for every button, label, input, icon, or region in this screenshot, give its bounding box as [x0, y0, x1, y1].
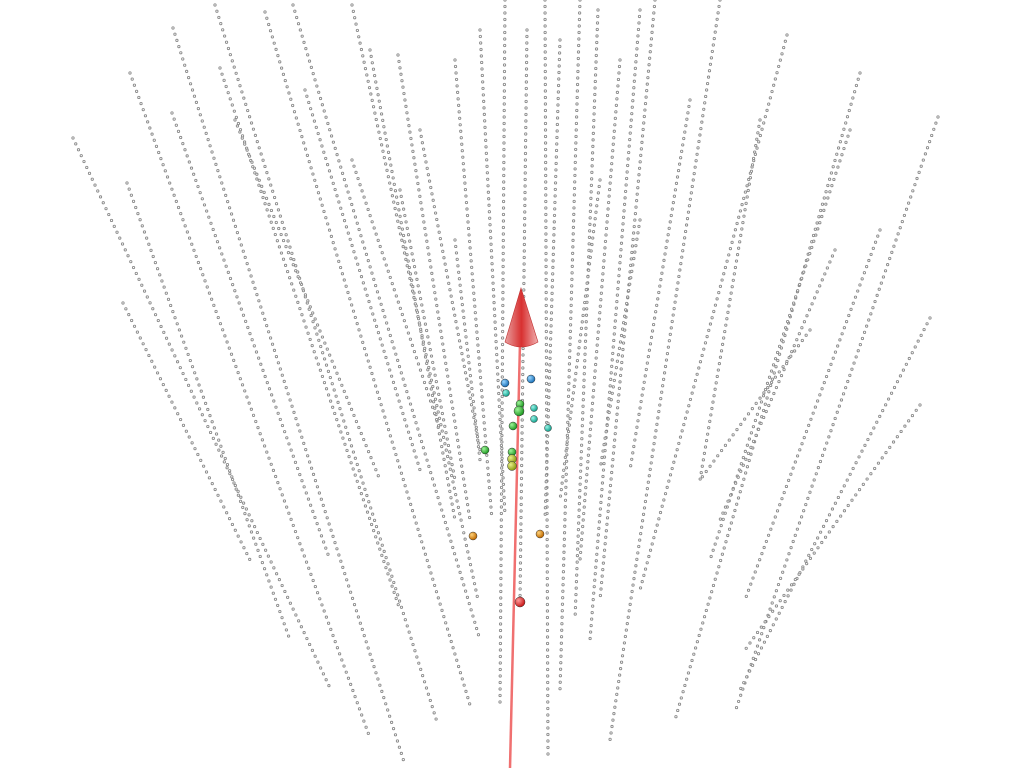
- strings: [71, 0, 940, 767]
- string: [170, 111, 332, 562]
- string-inner: [629, 99, 691, 471]
- string: [733, 115, 940, 714]
- string-inner: [264, 11, 471, 706]
- string-inner: [304, 89, 421, 471]
- string: [263, 10, 472, 707]
- string: [213, 3, 439, 724]
- hit: [513, 405, 525, 417]
- string-inner: [292, 4, 481, 641]
- string: [368, 48, 457, 522]
- string-inner: [589, 9, 641, 641]
- string: [71, 136, 332, 690]
- string: [673, 71, 862, 722]
- hit: [508, 421, 518, 431]
- string-inner: [559, 0, 581, 691]
- string: [398, 188, 457, 482]
- track: [504, 286, 539, 768]
- track-arrow: [504, 286, 539, 348]
- string: [698, 328, 812, 482]
- string: [638, 33, 789, 592]
- string-inner: [609, 0, 721, 741]
- hit: [502, 389, 510, 397]
- hit: [526, 374, 536, 384]
- hit: [507, 461, 517, 471]
- hit: [468, 531, 478, 541]
- string: [598, 0, 657, 602]
- string-inner: [544, 0, 549, 756]
- string: [743, 403, 922, 652]
- hit: [544, 424, 552, 432]
- string: [350, 158, 442, 432]
- string-inner: [519, 29, 528, 601]
- string-inner: [419, 129, 481, 451]
- string: [738, 316, 932, 692]
- hit: [480, 445, 490, 455]
- string-inner: [744, 229, 881, 601]
- hits: [468, 374, 552, 608]
- string-inner: [574, 9, 599, 621]
- track-line: [508, 299, 523, 768]
- hit: [500, 378, 510, 388]
- string-inner: [172, 27, 406, 766]
- string: [125, 181, 292, 642]
- string-inner: [234, 119, 381, 481]
- string-inner: [171, 112, 331, 561]
- string-inner: [122, 302, 251, 561]
- string: [498, 0, 507, 707]
- hit: [535, 529, 545, 539]
- string: [558, 178, 602, 502]
- hit: [514, 596, 526, 608]
- hit: [530, 404, 538, 412]
- string-inner: [454, 239, 481, 461]
- string-inner: [699, 119, 761, 481]
- string-inner: [351, 4, 479, 601]
- hit: [530, 415, 538, 423]
- string-inner: [544, 39, 561, 521]
- string-inner: [219, 67, 401, 611]
- string-inner: [499, 0, 506, 706]
- string: [718, 248, 837, 522]
- string: [608, 0, 722, 742]
- string-inner: [72, 137, 331, 689]
- string-inner: [699, 329, 811, 481]
- string: [453, 58, 494, 522]
- string: [578, 58, 622, 562]
- string: [128, 71, 372, 740]
- string-inner: [397, 54, 471, 521]
- string-inner: [129, 72, 371, 739]
